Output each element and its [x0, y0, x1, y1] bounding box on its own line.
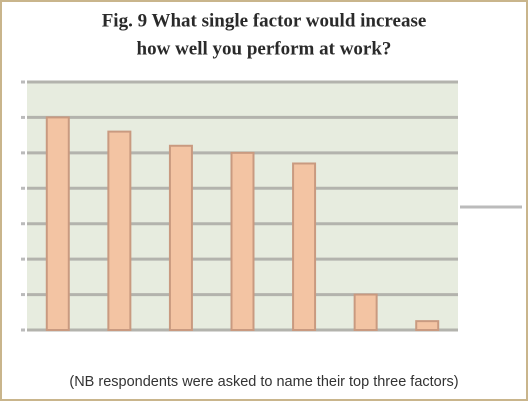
bar: [292, 162, 317, 331]
note: (NB respondents were asked to name their…: [69, 374, 458, 390]
bar: [107, 130, 132, 331]
chart-subtitle: how well you perform at work?: [137, 38, 392, 59]
bar: [168, 144, 193, 331]
bar: [415, 320, 440, 331]
bar: [45, 116, 70, 331]
bar: [230, 151, 255, 331]
chart-title: Fig. 9 What single factor would increase: [102, 10, 427, 31]
bar: [353, 293, 378, 332]
